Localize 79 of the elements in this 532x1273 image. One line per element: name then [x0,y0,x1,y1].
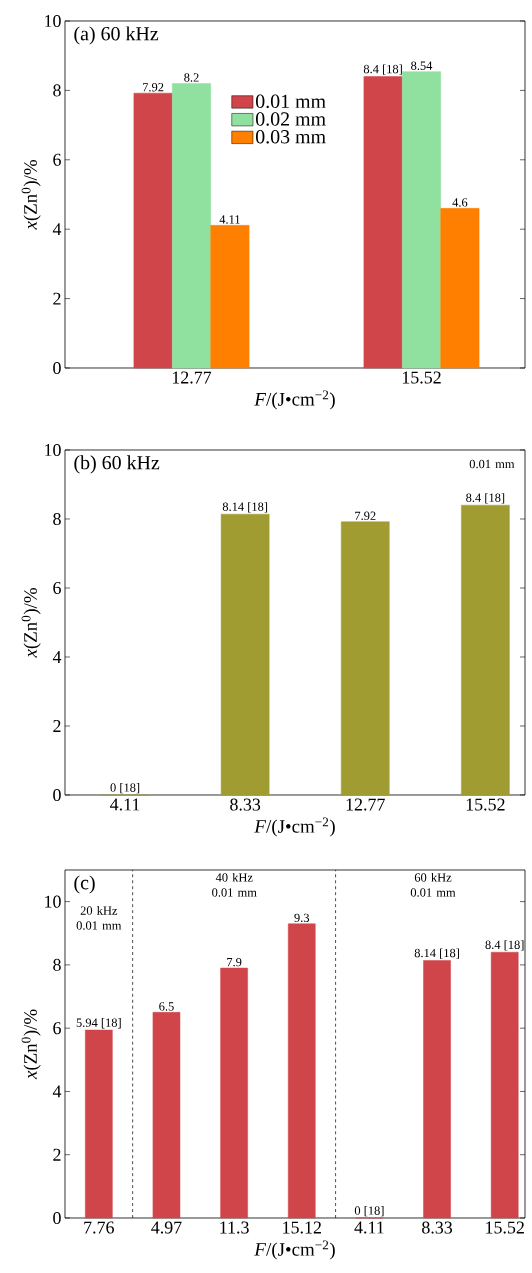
data-label: 8.54 [411,61,433,70]
x-tick-label: 4.97 [151,1221,182,1234]
x-tick-label: 8.33 [422,1221,453,1234]
data-label: 8.14 [18] [414,948,459,959]
y-tick-label: 8 [53,958,61,971]
y-tick-label: 4 [52,1085,62,1098]
bar [402,71,441,369]
data-label: 7.9 [227,957,242,967]
annotation: 0.01 mm [469,459,515,469]
bar [440,208,480,369]
legend-label: 0.01 mm [256,94,326,109]
chart-title: (b) 60 kHz [74,455,160,474]
y-tick-label: 0 [53,1211,61,1225]
data-label: 4.6 [452,198,468,207]
bar [461,504,510,796]
chart-title: (c) [74,875,95,894]
y-axis-title: x(Zn$^{0}$)/% [21,1009,41,1080]
x-tick-label: 8.33 [230,798,261,811]
data-label: 7.92 [355,511,376,521]
y-axis-title: x(Zn$^{0}$)/% [21,588,41,658]
x-tick-label: 15.52 [466,798,505,811]
y-tick-label: 4 [52,223,62,236]
data-label: 4.11 [219,215,240,224]
bar [340,521,390,796]
x-tick-label: 15.52 [486,1221,524,1234]
y-tick-label: 0 [53,788,61,802]
x-tick-label: 15.52 [402,371,441,384]
data-label: 8.14 [18] [222,502,268,513]
x-tick-label: 12.77 [172,371,212,384]
legend-label: 0.03 mm [256,130,326,144]
y-tick-label: 2 [53,1148,61,1161]
legend-label: 0.02 mm [256,112,326,126]
y-tick-label: 10 [45,443,61,457]
data-label: 5.94 [18] [76,1018,121,1029]
data-label: 6.5 [159,1002,174,1011]
x-axis-title: F/(J•cm$^{−2}$) [254,390,335,410]
y-tick-label: 2 [53,292,61,305]
data-label: 8.2 [184,73,199,82]
y-tick-label: 8 [53,84,61,97]
bar [133,92,173,369]
x-tick-label: 4.11 [354,1221,384,1234]
bar [363,76,403,369]
y-tick-label: 10 [45,14,61,28]
x-tick-label: 7.76 [84,1221,114,1234]
data-label: 8.4 [18] [466,493,505,504]
data-label: 0 [18] [110,782,140,794]
data-label: 8.4 [18] [485,940,524,951]
data-label: 8.4 [18] [363,64,402,75]
y-tick-label: 8 [53,512,61,526]
bar [172,83,211,369]
annotation: 40 kHz 0.01 mm [212,872,257,897]
x-axis-title: F/(J•cm$^{−2}$) [254,1240,335,1260]
x-tick-label: 11.3 [220,1221,249,1234]
bar [287,923,316,1219]
annotation: 20 kHz 0.01 mm [76,905,122,930]
x-axis-title: F/(J•cm$^{−2}$) [254,817,335,837]
bar [220,513,270,796]
y-tick-label: 10 [45,895,61,908]
bar [423,960,451,1219]
y-axis-title: x(Zn$^{0}$)/% [21,160,41,230]
y-tick-label: 0 [53,361,61,375]
bar [152,1012,181,1219]
data-label: 9.3 [294,913,310,923]
bar [220,967,248,1219]
bar [85,1029,113,1219]
y-tick-label: 2 [53,720,61,732]
x-tick-label: 12.77 [346,798,385,811]
x-tick-label: 4.11 [110,798,140,811]
y-tick-label: 4 [52,651,62,663]
bar [210,225,250,369]
bar [490,951,519,1219]
annotation: 60 kHz 0.01 mm [410,872,456,897]
data-label: 7.92 [143,83,164,92]
y-tick-label: 6 [53,1022,61,1035]
y-tick-label: 6 [53,153,61,166]
y-tick-label: 6 [53,581,61,595]
x-tick-label: 15.12 [283,1221,321,1234]
data-label: 0 [18] [354,1205,384,1217]
chart-title: (a) 60 kHz [74,26,159,45]
